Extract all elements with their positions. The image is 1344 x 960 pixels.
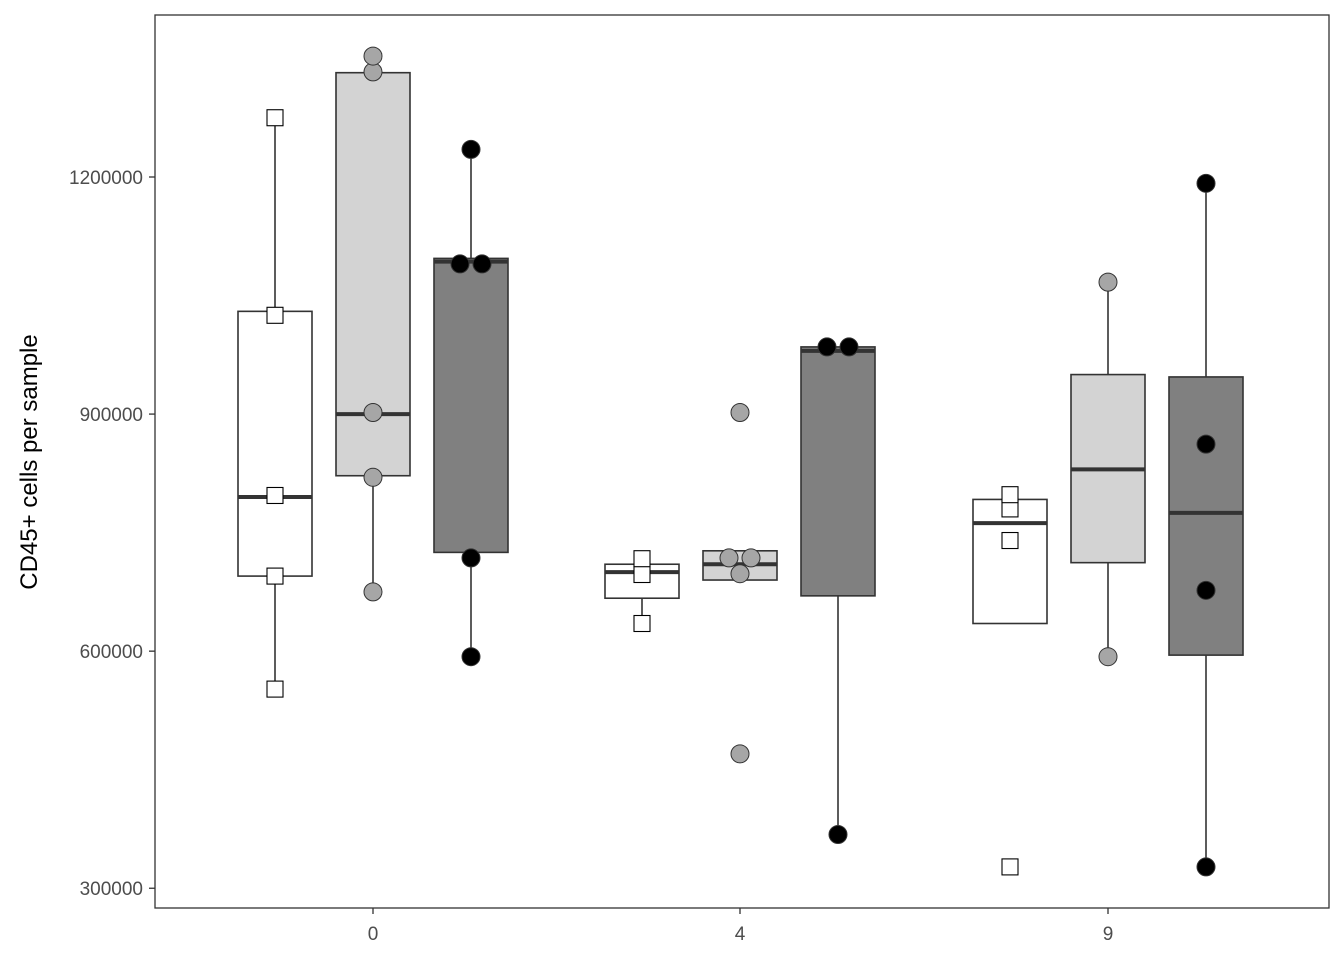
y-tick-label: 900000 bbox=[80, 405, 143, 426]
data-point bbox=[1001, 531, 1019, 550]
data-point bbox=[633, 614, 651, 633]
data-point bbox=[633, 565, 651, 584]
y-tick-label: 1200000 bbox=[69, 168, 143, 189]
y-tick-label: 300000 bbox=[80, 879, 143, 900]
data-point bbox=[1001, 500, 1019, 518]
data-point bbox=[266, 306, 284, 324]
data-point bbox=[472, 254, 492, 274]
points-layer bbox=[266, 46, 1216, 877]
box bbox=[433, 257, 509, 554]
data-point bbox=[839, 337, 859, 357]
data-point bbox=[363, 46, 383, 66]
data-point bbox=[1196, 434, 1216, 454]
data-point bbox=[266, 109, 284, 127]
data-point bbox=[719, 548, 739, 568]
data-point bbox=[461, 548, 481, 568]
data-point bbox=[363, 582, 383, 602]
x-axis: 0 4 9 bbox=[368, 908, 1114, 945]
box bbox=[1168, 376, 1244, 656]
plot-panel bbox=[154, 14, 1330, 909]
boxes-layer bbox=[237, 56, 1244, 867]
data-point bbox=[1196, 580, 1216, 600]
x-tick-label: 0 bbox=[368, 924, 379, 945]
data-point bbox=[363, 62, 383, 82]
data-point bbox=[1098, 647, 1118, 667]
box bbox=[237, 310, 313, 577]
data-point bbox=[363, 403, 383, 423]
data-point bbox=[461, 647, 481, 667]
data-point bbox=[461, 139, 481, 159]
data-point bbox=[266, 486, 284, 505]
data-point bbox=[730, 564, 750, 584]
data-point bbox=[633, 550, 651, 568]
x-tick-label: 9 bbox=[1103, 924, 1114, 945]
data-point bbox=[1196, 173, 1216, 193]
data-point bbox=[363, 467, 383, 487]
data-point bbox=[741, 548, 761, 568]
data-point bbox=[1001, 486, 1019, 504]
data-point bbox=[266, 567, 284, 585]
box bbox=[604, 563, 680, 600]
y-axis-title: CD45+ cells per sample bbox=[16, 334, 43, 589]
x-tick-label: 4 bbox=[735, 924, 746, 945]
data-point bbox=[817, 337, 837, 357]
data-point bbox=[1196, 857, 1216, 877]
data-point bbox=[730, 744, 750, 764]
box bbox=[972, 498, 1048, 625]
data-point bbox=[1098, 272, 1118, 292]
data-point bbox=[266, 680, 284, 698]
y-axis: 300000 600000 900000 1200000 bbox=[69, 168, 155, 900]
data-point bbox=[450, 254, 470, 274]
box bbox=[800, 346, 876, 597]
data-point bbox=[730, 403, 750, 423]
data-point bbox=[828, 825, 848, 845]
data-point bbox=[1001, 858, 1019, 876]
y-tick-label: 600000 bbox=[80, 642, 143, 663]
